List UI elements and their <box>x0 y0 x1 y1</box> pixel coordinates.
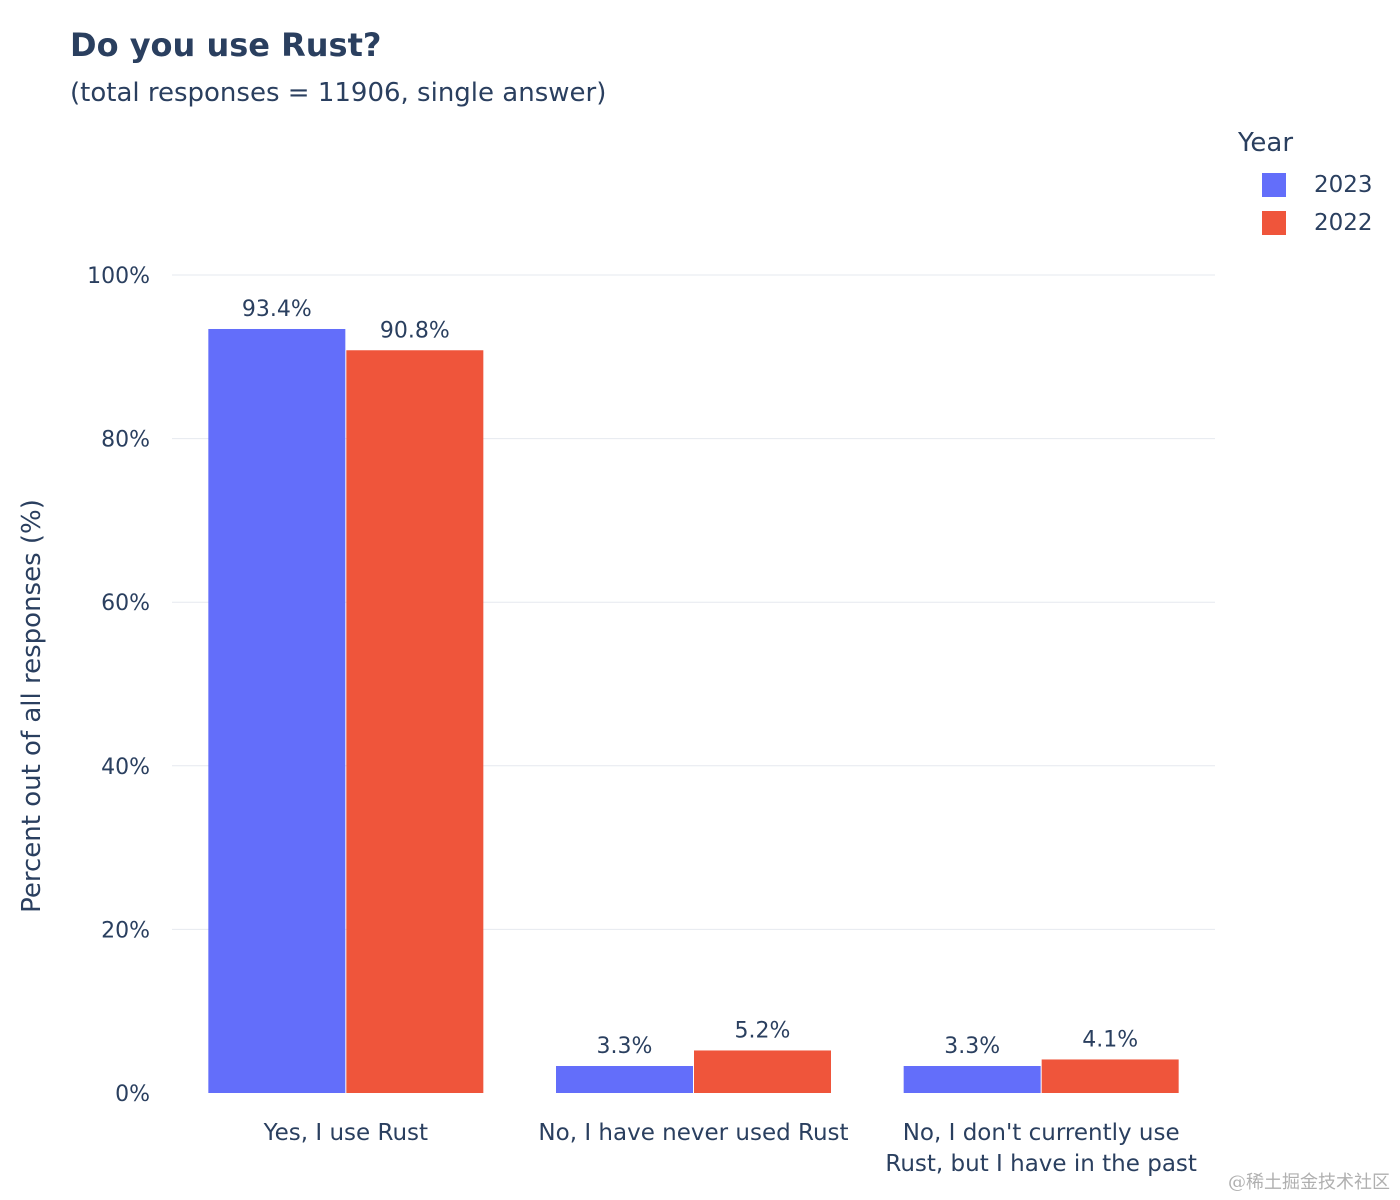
bar-2023-1 <box>556 1066 693 1093</box>
legend-swatch-2022 <box>1262 211 1286 235</box>
bar-2023-2 <box>903 1066 1041 1093</box>
x-tick-label: No, I have never used Rust <box>538 1120 848 1146</box>
data-label: 90.8% <box>380 318 450 343</box>
y-tick-label: 40% <box>101 755 150 780</box>
bar-2022-0 <box>346 350 484 1094</box>
bar-2022-1 <box>694 1050 831 1093</box>
watermark: @稀土掘金技术社区 <box>1228 1172 1390 1193</box>
y-tick-label: 20% <box>101 918 150 943</box>
legend-label-2023: 2023 <box>1314 172 1373 198</box>
bar-2023-0 <box>208 328 346 1093</box>
data-label: 3.3% <box>944 1034 1000 1059</box>
legend-title: Year <box>1238 128 1294 158</box>
data-label: 93.4% <box>242 297 312 322</box>
data-label: 4.1% <box>1082 1027 1138 1052</box>
legend: Year 2023 2022 <box>1238 128 1373 242</box>
data-label: 5.2% <box>735 1018 791 1043</box>
legend-item-2022[interactable]: 2022 <box>1238 204 1373 242</box>
x-tick-label: Yes, I use Rust <box>263 1120 428 1146</box>
x-tick-label: No, I don't currently use Rust, but I hav… <box>885 1120 1197 1177</box>
y-tick-label: 80% <box>101 428 150 453</box>
bar-2022-2 <box>1041 1059 1179 1093</box>
y-tick-label: 0% <box>115 1082 150 1107</box>
y-tick-label: 100% <box>87 264 150 289</box>
legend-item-2023[interactable]: 2023 <box>1238 166 1373 204</box>
legend-swatch-2023 <box>1262 173 1286 197</box>
y-tick-label: 60% <box>101 591 150 616</box>
y-axis-title: Percent out of all responses (%) <box>17 499 47 913</box>
chart-subtitle: (total responses = 11906, single answer) <box>70 78 607 108</box>
data-label: 3.3% <box>597 1034 653 1059</box>
chart-title: Do you use Rust? <box>70 26 382 64</box>
legend-label-2022: 2022 <box>1314 210 1373 236</box>
